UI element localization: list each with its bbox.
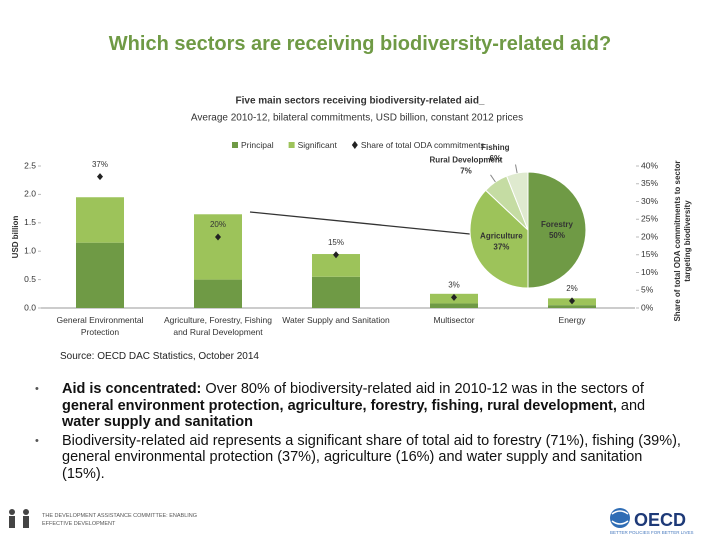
- share-marker: [215, 233, 221, 241]
- chart-title: Five main sectors receiving biodiversity…: [236, 96, 485, 107]
- y2-tick-label: 30%: [641, 196, 658, 206]
- oecd-globe: [610, 508, 630, 528]
- x-tick-label: Energy: [558, 315, 586, 325]
- bullet-text: Biodiversity-related aid represents a si…: [62, 432, 685, 482]
- bullet-text: and: [616, 397, 650, 414]
- share-marker: [97, 173, 103, 181]
- bullet: Biodiversity-related aid represents a si…: [35, 433, 685, 483]
- y2-tick-label: 15%: [641, 249, 658, 259]
- y2-tick-label: 35%: [641, 178, 658, 188]
- bullet-list: Aid is concentrated: Over 80% of biodive…: [35, 381, 685, 484]
- y-tick-label: 1.0: [24, 245, 36, 255]
- connector-line: [249, 211, 491, 237]
- bar-segment: [312, 276, 360, 308]
- share-label: 20%: [210, 220, 226, 229]
- share-marker: [451, 293, 457, 301]
- pie-value-label: 7%: [460, 166, 472, 175]
- y2-tick-label: 25%: [641, 214, 658, 224]
- y-axis-label: USD billion: [11, 216, 20, 259]
- x-tick-label: Multisector: [433, 315, 475, 325]
- y2-tick-label: 0%: [641, 302, 654, 312]
- x-tick-label: General Environmental Protection: [56, 315, 144, 337]
- pie-label: Forestry: [541, 220, 574, 229]
- pie-label: Agriculture: [480, 232, 523, 241]
- source-note: Source: OECD DAC Statistics, October 201…: [60, 351, 259, 362]
- bar-segment: [548, 305, 596, 308]
- x-tick-label: Agriculture, Forestry, Fishing and Rural…: [163, 315, 272, 337]
- share-label: 15%: [328, 238, 344, 247]
- y-tick-label: 1.5: [24, 217, 36, 227]
- share-label: 37%: [92, 160, 108, 169]
- bar-segment: [194, 279, 242, 308]
- leader-line: [515, 164, 518, 174]
- legend-label: Significant: [298, 140, 338, 150]
- bar-segment: [312, 254, 360, 277]
- chart-subtitle: Average 2010-12, bilateral commitments, …: [191, 113, 523, 124]
- pie-slice: [527, 171, 587, 289]
- bar-segment: [430, 303, 478, 308]
- pie-value-label: 6%: [490, 154, 502, 163]
- y2-tick-label: 20%: [641, 231, 658, 241]
- share-label: 2%: [566, 284, 578, 293]
- legend-swatch: [232, 142, 238, 148]
- y-tick-label: 2.5: [24, 160, 36, 170]
- x-tick-label: Water Supply and Sanitation: [282, 315, 390, 325]
- share-marker: [333, 251, 339, 259]
- bullet-text: water supply and sanitation: [62, 414, 253, 430]
- share-label: 3%: [448, 280, 460, 289]
- legend-label: Share of total ODA commitments: [361, 140, 485, 150]
- pie-value-label: 37%: [493, 243, 509, 252]
- footer-text: THE DEVELOPMENT ASSISTANCE COMMITTEE: EN…: [42, 513, 198, 527]
- bar-segment: [76, 197, 124, 243]
- bar-segment: [76, 242, 124, 308]
- y-tick-label: 0.5: [24, 274, 36, 284]
- leader-line: [490, 174, 496, 183]
- slide-title: Which sectors are receiving biodiversity…: [108, 33, 612, 55]
- y-tick-label: 0.0: [24, 302, 36, 312]
- pie-label: Rural Development: [430, 155, 503, 164]
- legend-label: Principal: [241, 140, 274, 150]
- pie-label: Fishing: [481, 143, 510, 152]
- y2-tick-label: 40%: [641, 160, 658, 170]
- pie-value-label: 50%: [549, 231, 565, 240]
- y2-tick-label: 10%: [641, 267, 658, 277]
- legend-marker: [351, 141, 358, 149]
- share-marker: [569, 297, 575, 305]
- footer-logo: OECD: [634, 510, 687, 530]
- pie-slice: [506, 171, 529, 231]
- bullet-text: general environment protection, agricult…: [62, 397, 617, 414]
- y2-tick-label: 5%: [641, 285, 654, 295]
- bar-segment: [194, 214, 242, 280]
- bullet: Aid is concentrated: Over 80% of biodive…: [35, 381, 685, 431]
- pie-slice: [469, 189, 529, 289]
- y-tick-label: 2.0: [24, 189, 36, 199]
- dac-logo: [9, 509, 29, 528]
- footer-tagline: BETTER POLICIES FOR BETTER LIVES: [610, 530, 694, 535]
- legend-swatch: [288, 142, 295, 148]
- y2-axis-label: Share of total ODA commitments to sector…: [673, 160, 692, 322]
- bullet-text: Over 80% of biodiversity-related aid in …: [205, 381, 648, 397]
- bullet-text: Aid is concentrated:: [62, 381, 206, 397]
